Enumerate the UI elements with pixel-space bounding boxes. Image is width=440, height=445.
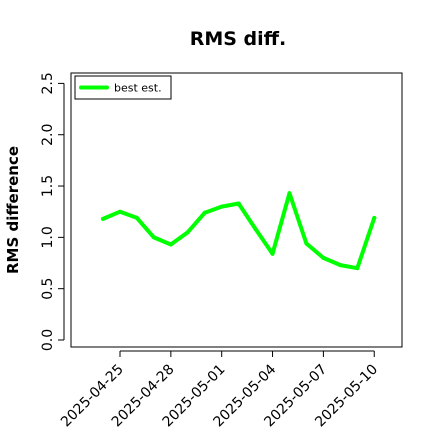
data-point (118, 209, 122, 214)
y-tick-label: 2.0 (40, 124, 56, 146)
y-tick-label: 0.5 (40, 278, 56, 300)
data-point (101, 216, 106, 221)
data-point (304, 241, 309, 246)
data-point (287, 191, 292, 196)
data-point (372, 215, 377, 220)
y-axis: 0.0 0.5 1.0 1.5 2.0 2.5 (40, 72, 65, 351)
plot-frame (70, 72, 403, 348)
data-point (355, 266, 360, 271)
data-point (321, 255, 326, 260)
y-tick-label: 0.0 (40, 329, 56, 351)
data-point (202, 210, 207, 215)
legend-label-best-est: best est. (114, 82, 162, 95)
legend: best est. (74, 75, 172, 100)
data-point (236, 201, 241, 206)
series-layer (101, 191, 377, 271)
y-tick-label: 1.0 (40, 226, 56, 248)
data-point (185, 230, 190, 235)
y-tick-label: 2.5 (40, 72, 56, 94)
data-point (168, 242, 173, 247)
data-point (270, 251, 275, 256)
data-point (219, 204, 224, 209)
legend-box (74, 75, 172, 100)
chart-title: RMS diff. (190, 28, 287, 50)
data-point (338, 263, 343, 268)
y-tick-label: 1.5 (40, 175, 56, 197)
data-point (134, 215, 139, 220)
x-axis: 2025-04-252025-04-282025-05-012025-05-04… (58, 350, 381, 430)
data-point (151, 235, 156, 240)
data-point (253, 227, 258, 232)
y-axis-label: RMS difference (4, 146, 22, 274)
